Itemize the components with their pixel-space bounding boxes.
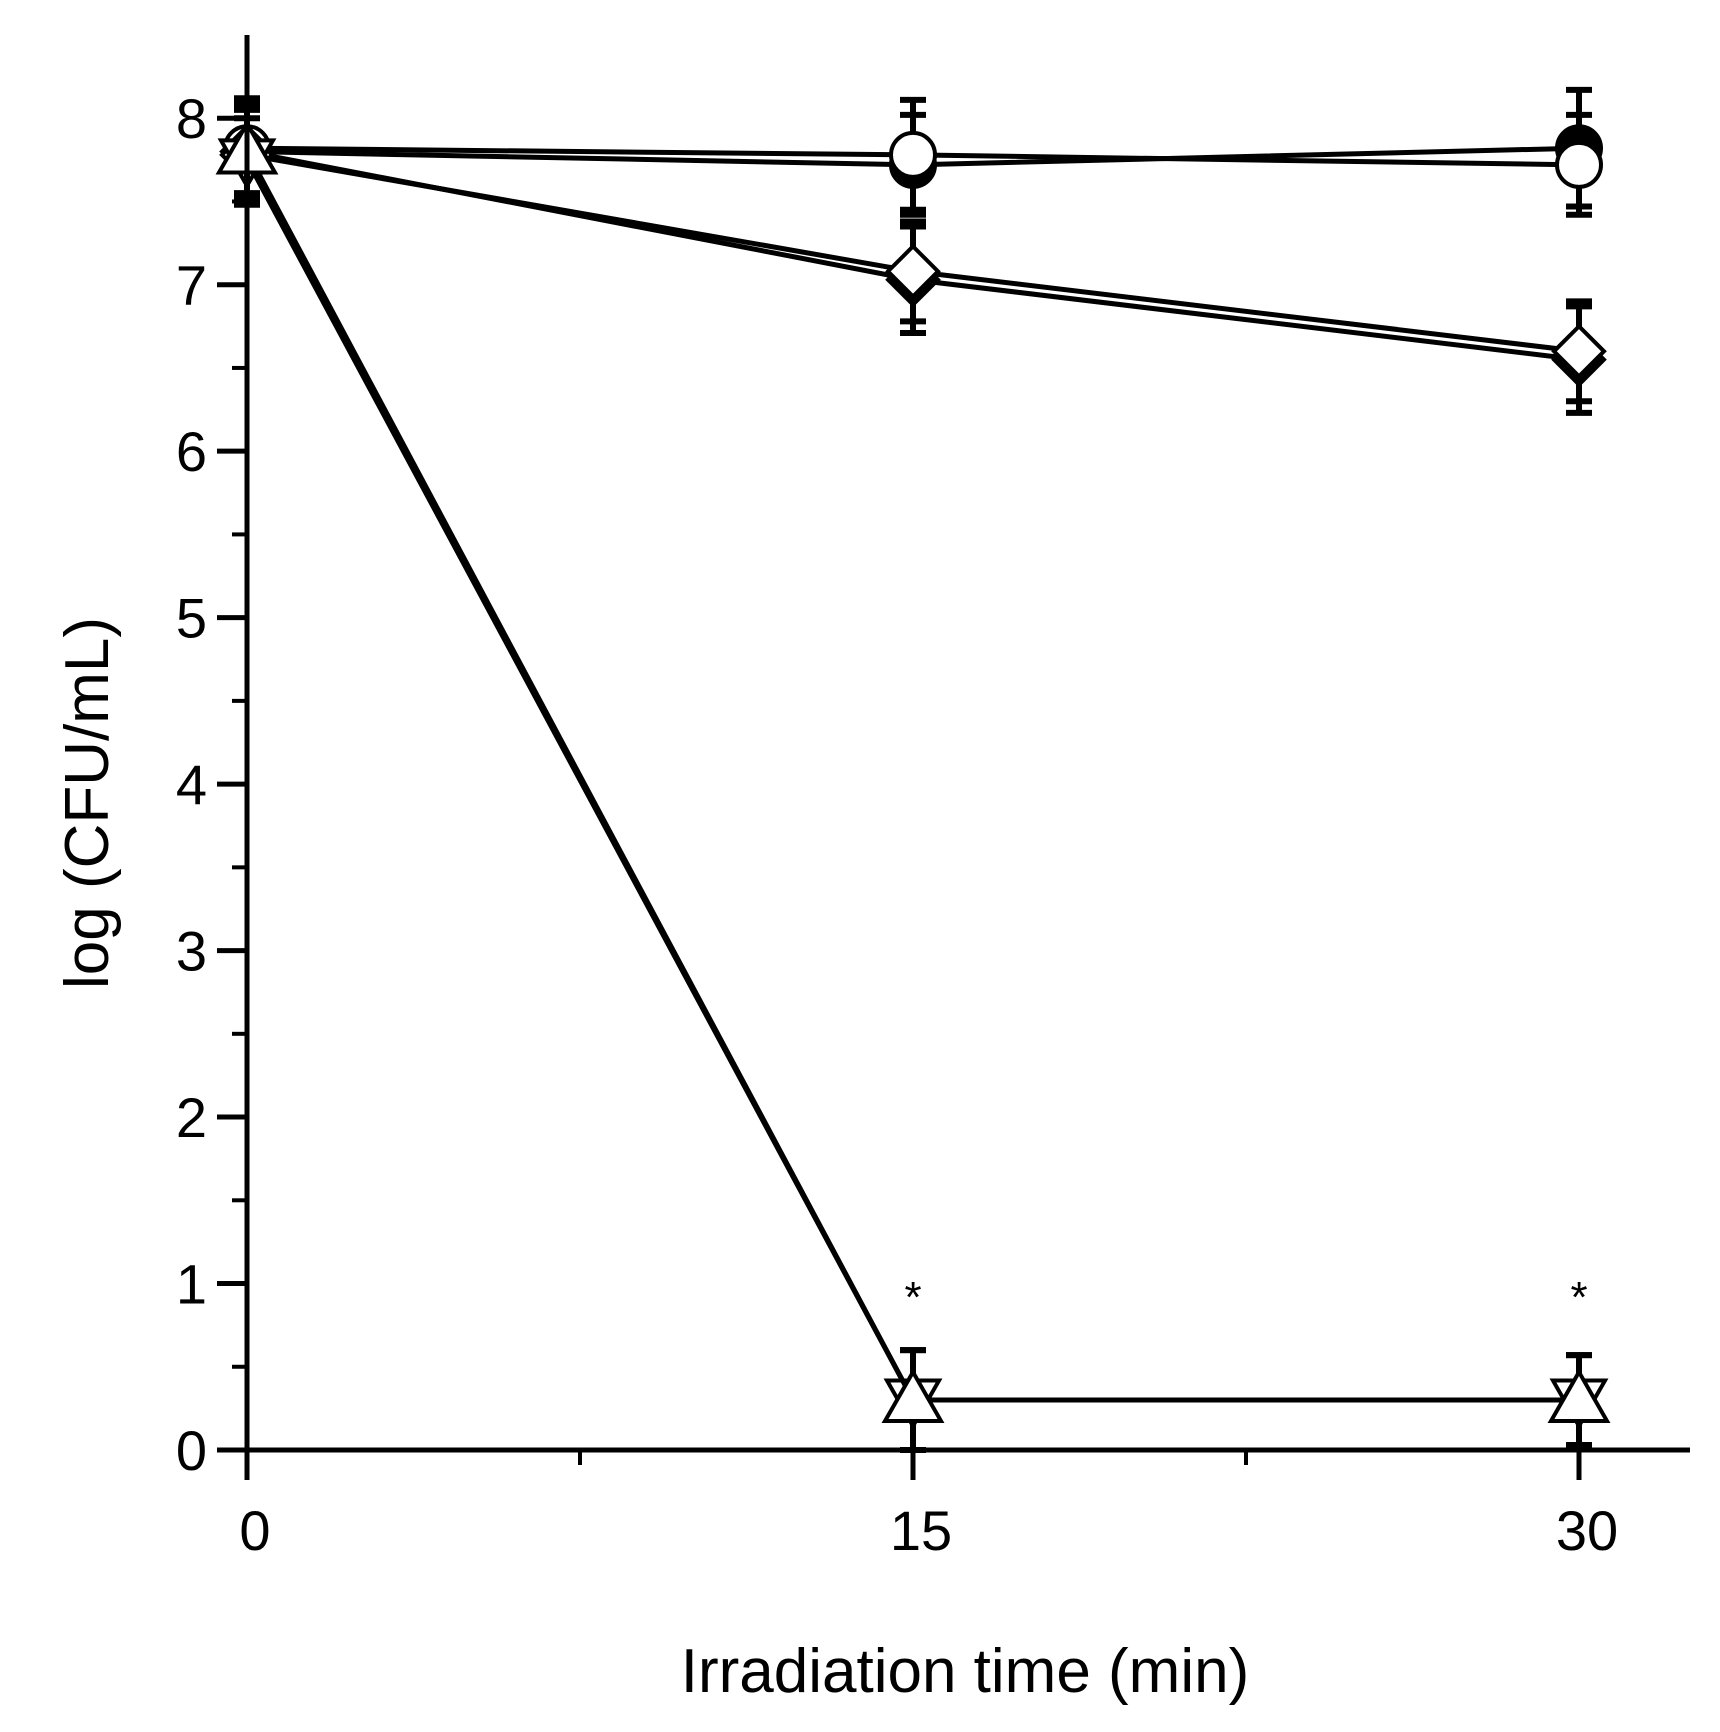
y-tick-label: 2 <box>176 1086 207 1149</box>
data-point <box>881 1368 945 1424</box>
axes-group: 0 1 2 3 4 5 6 7 8 0 15 30 * * <box>176 35 1690 1562</box>
data-point <box>1555 140 1603 189</box>
y-tick-label: 8 <box>176 87 207 150</box>
y-tick-label: 3 <box>176 920 207 983</box>
series-line <box>244 150 1579 1403</box>
data-point <box>885 243 941 300</box>
x-tick-label: 15 <box>890 1499 952 1562</box>
data-point <box>1547 1368 1611 1424</box>
x-tick-label: 0 <box>239 1499 270 1562</box>
y-tick-label: 7 <box>176 254 207 317</box>
labels-group: Irradiation time (min) log (CFU/mL) <box>53 617 1249 1706</box>
y-tick-label: 1 <box>176 1253 207 1316</box>
x-axis-title: Irradiation time (min) <box>681 1637 1249 1706</box>
significance-asterisk: * <box>1570 1273 1587 1322</box>
y-tick-label: 5 <box>176 587 207 650</box>
significance-asterisk: * <box>904 1273 921 1322</box>
data-point <box>889 130 937 179</box>
y-tick-label: 0 <box>176 1419 207 1482</box>
series-group <box>215 86 1611 1453</box>
y-tick-label: 6 <box>176 420 207 483</box>
y-axis-title: log (CFU/mL) <box>53 617 122 989</box>
x-tick-label: 30 <box>1556 1499 1618 1562</box>
data-point <box>1551 323 1607 380</box>
y-tick-label: 4 <box>176 753 207 816</box>
series-line <box>244 158 1579 1403</box>
